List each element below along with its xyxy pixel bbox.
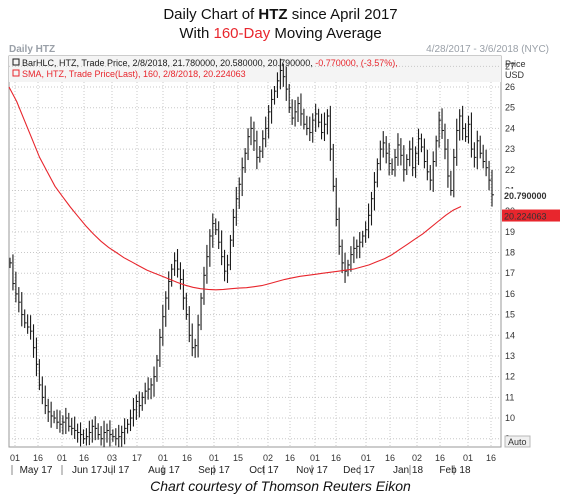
legend-swatch — [12, 58, 20, 66]
y-axis-unit-label: Price — [505, 59, 526, 69]
y-tick-label: 16 — [505, 289, 515, 299]
y-tick-label: 27 — [505, 61, 515, 71]
legend-band — [9, 56, 501, 82]
x-day-tick: 16 — [285, 453, 295, 463]
x-day-tick: 01 — [57, 453, 67, 463]
x-day-tick: 16 — [33, 453, 43, 463]
panel-label: Daily HTZ — [9, 44, 56, 55]
y-tick-label: 12 — [505, 372, 515, 382]
x-day-tick: 01 — [158, 453, 168, 463]
y-axis-unit-label: USD — [505, 70, 525, 80]
x-day-tick: 16 — [331, 453, 341, 463]
x-month-label: Dec 17 — [343, 465, 375, 476]
x-month-label: May 17 — [20, 465, 53, 476]
auto-scale-button[interactable] — [504, 435, 531, 448]
legend-entry: SMA, HTZ, Trade Price(Last), 160, 2/8/20… — [22, 69, 246, 79]
x-day-tick: 15 — [233, 453, 243, 463]
y-tick-label: 13 — [505, 351, 515, 361]
x-day-tick: 01 — [463, 453, 473, 463]
y-tick-label: 11 — [505, 392, 514, 402]
x-month-label: Nov 17 — [296, 465, 328, 476]
x-month-label: Feb 18 — [439, 465, 471, 476]
x-day-tick: 16 — [79, 453, 89, 463]
x-day-tick: 16 — [435, 453, 445, 463]
x-day-tick: 02 — [412, 453, 422, 463]
x-month-label: Jan 18 — [393, 465, 423, 476]
y-tick-label: 17 — [505, 268, 515, 278]
y-tick-label: 25 — [505, 103, 515, 113]
x-day-tick: 17 — [132, 453, 142, 463]
chart-caption: Chart courtesy of Thomson Reuters Eikon — [150, 478, 411, 494]
x-day-tick: 01 — [209, 453, 219, 463]
chart-subtitle: With 160-Day Moving Average — [179, 25, 382, 42]
x-month-label: Oct 17 — [249, 465, 279, 476]
last-sma-bg — [502, 209, 560, 222]
x-month-label: Aug 17 — [148, 465, 180, 476]
last-sma-label: 20.224063 — [504, 212, 547, 222]
y-tick-label: 23 — [505, 144, 515, 154]
x-day-tick: 03 — [107, 453, 117, 463]
legend-entry: BarHLC, HTZ, Trade Price, 2/8/2018, 21.7… — [22, 58, 398, 68]
last-price-bg — [502, 188, 560, 201]
auto-scale-label: Auto — [508, 437, 527, 447]
x-month-label: Jun 17 — [72, 465, 102, 476]
y-tick-label: 10 — [505, 413, 515, 423]
y-tick-label: 19 — [505, 227, 515, 237]
x-day-tick: 02 — [263, 453, 273, 463]
x-day-tick: 01 — [361, 453, 371, 463]
plot-area — [8, 55, 502, 448]
x-day-tick: 01 — [10, 453, 20, 463]
x-day-tick: 16 — [486, 453, 496, 463]
x-day-tick: 16 — [385, 453, 395, 463]
x-day-tick: 16 — [182, 453, 192, 463]
y-tick-label: 26 — [505, 82, 515, 92]
legend-swatch — [12, 69, 20, 77]
y-tick-label: 15 — [505, 310, 515, 320]
y-tick-label: 24 — [505, 123, 515, 133]
date-range: 4/28/2017 - 3/6/2018 (NYC) — [426, 44, 549, 55]
sma-line — [8, 86, 462, 291]
y-tick-label: 18 — [505, 248, 515, 258]
y-tick-label: 22 — [505, 165, 515, 175]
x-month-label: Sep 17 — [198, 465, 230, 476]
last-price-label: 20.790000 — [504, 191, 547, 201]
y-tick-label: 14 — [505, 330, 515, 340]
x-day-tick: 01 — [310, 453, 320, 463]
chart-title: Daily Chart of HTZ since April 2017 — [163, 6, 398, 23]
legend-change: -0.770000, (-3.57%), — [313, 58, 398, 68]
x-month-label: Jul 17 — [103, 465, 130, 476]
